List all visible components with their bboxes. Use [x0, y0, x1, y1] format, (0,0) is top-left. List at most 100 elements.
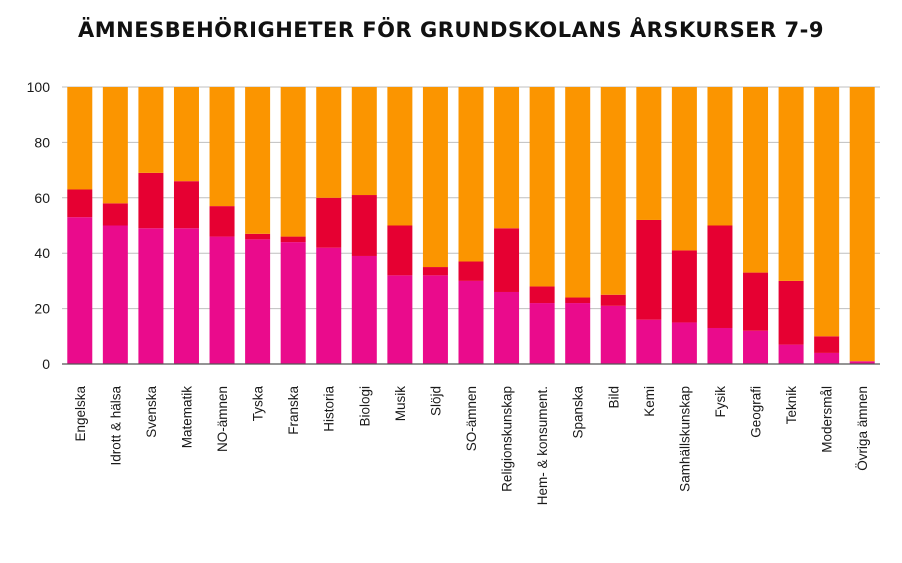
- bar-segment-2: [458, 261, 484, 281]
- x-tick-label: Engelska: [73, 386, 88, 442]
- bar-segment-3: [458, 87, 484, 262]
- bar-segment-1: [849, 361, 875, 364]
- x-tick-label: Biologi: [357, 386, 372, 427]
- bar-segment-3: [280, 87, 306, 237]
- x-tick-label: Religionskunskap: [500, 386, 515, 492]
- bar-segment-3: [245, 87, 271, 234]
- bar-segment-2: [422, 267, 448, 276]
- bar-segment-1: [743, 330, 769, 364]
- bar-segment-3: [138, 87, 164, 173]
- bar-segment-3: [565, 87, 591, 298]
- bar-segment-2: [743, 272, 769, 331]
- bar-segment-3: [316, 87, 342, 198]
- bar-segment-3: [778, 87, 804, 281]
- bar-segment-2: [778, 280, 804, 345]
- bar-segment-2: [138, 172, 164, 229]
- bars: [67, 87, 875, 364]
- bar-segment-3: [707, 87, 733, 226]
- x-tick-label: Franska: [286, 386, 301, 435]
- bar-segment-1: [458, 280, 484, 364]
- chart-title: ÄMNESBEHÖRIGHETER FÖR GRUNDSKOLANS ÅRSKU…: [78, 18, 824, 42]
- x-tick-label: Slöjd: [428, 386, 443, 416]
- bar-segment-2: [671, 250, 697, 323]
- bar-segment-1: [671, 322, 697, 364]
- x-tick-label: Hem- & konsument.: [535, 386, 550, 505]
- bar-segment-3: [671, 87, 697, 251]
- bar-segment-3: [422, 87, 448, 268]
- bar-segment-1: [600, 305, 626, 364]
- y-tick-label: 60: [34, 190, 50, 206]
- x-tick-label: Modersmål: [820, 386, 835, 453]
- bar-segment-2: [209, 206, 235, 237]
- bar-segment-3: [494, 87, 520, 229]
- axes: 0 20 40 60 80 100: [27, 79, 880, 372]
- y-tick-label: 100: [27, 79, 51, 95]
- bar-segment-2: [67, 189, 93, 218]
- x-tick-label: Historia: [322, 386, 337, 432]
- bar-segment-2: [245, 233, 271, 240]
- x-tick-label: Kemi: [642, 386, 657, 417]
- bar-segment-1: [529, 303, 555, 364]
- x-tick-label: NO-ämnen: [215, 386, 230, 452]
- x-tick-label: Spanska: [571, 386, 586, 439]
- bar-segment-3: [636, 87, 662, 220]
- bar-segment-3: [387, 87, 413, 226]
- bar-segment-1: [422, 275, 448, 364]
- x-tick-label: Musik: [393, 386, 408, 422]
- bar-segment-3: [814, 87, 840, 337]
- x-tick-label: Tyska: [251, 386, 266, 422]
- bar-segment-2: [636, 219, 662, 320]
- bar-segment-2: [316, 197, 342, 248]
- x-tick-label: Svenska: [144, 386, 159, 438]
- bar-segment-1: [814, 352, 840, 364]
- x-tick-label: SO-ämnen: [464, 386, 479, 451]
- bar-segment-3: [600, 87, 626, 295]
- bar-segment-3: [209, 87, 235, 207]
- bar-segment-2: [565, 297, 591, 304]
- bar-segment-1: [102, 225, 128, 364]
- bar-segment-3: [67, 87, 93, 190]
- bar-segment-1: [707, 327, 733, 364]
- bar-segment-2: [707, 225, 733, 328]
- y-tick-label: 40: [34, 245, 50, 261]
- bar-segment-1: [636, 319, 662, 364]
- x-tick-label: Teknik: [784, 386, 799, 425]
- bar-segment-2: [387, 225, 413, 276]
- bar-segment-1: [494, 291, 520, 364]
- bar-segment-2: [173, 181, 199, 229]
- bar-segment-1: [351, 255, 377, 364]
- bar-segment-1: [387, 275, 413, 364]
- bar-segment-1: [173, 228, 199, 364]
- category-labels: Engelska Idrott & hälsa Svenska Matematik NO…: [73, 386, 870, 506]
- bar-segment-2: [494, 228, 520, 292]
- bar-segment-2: [529, 286, 555, 304]
- bar-segment-3: [849, 87, 875, 362]
- bar-segment-2: [351, 195, 377, 256]
- bar-segment-3: [529, 87, 555, 287]
- x-tick-label: Matematik: [179, 386, 194, 449]
- bar-segment-2: [814, 336, 840, 353]
- bar-segment-1: [209, 236, 235, 364]
- x-tick-label: Idrott & hälsa: [108, 386, 123, 466]
- y-tick-label: 20: [34, 301, 50, 317]
- bar-segment-3: [173, 87, 199, 182]
- bar-segment-1: [245, 239, 271, 364]
- bar-segment-1: [778, 344, 804, 364]
- x-tick-label: Geografi: [749, 386, 764, 438]
- bar-segment-1: [280, 242, 306, 364]
- x-tick-label: Samhällskunskap: [677, 386, 692, 492]
- bar-segment-3: [102, 87, 128, 204]
- bar-segment-1: [138, 228, 164, 364]
- bar-segment-1: [316, 247, 342, 364]
- x-tick-label: Övriga ämnen: [855, 386, 870, 471]
- y-tick-label: 0: [42, 356, 50, 372]
- bar-segment-2: [102, 203, 128, 226]
- x-tick-label: Fysik: [713, 386, 728, 418]
- bar-segment-3: [351, 87, 377, 196]
- y-tick-label: 80: [34, 134, 50, 150]
- bar-segment-1: [67, 217, 93, 364]
- bar-segment-2: [600, 294, 626, 306]
- bar-segment-3: [743, 87, 769, 273]
- x-tick-label: Bild: [606, 386, 621, 409]
